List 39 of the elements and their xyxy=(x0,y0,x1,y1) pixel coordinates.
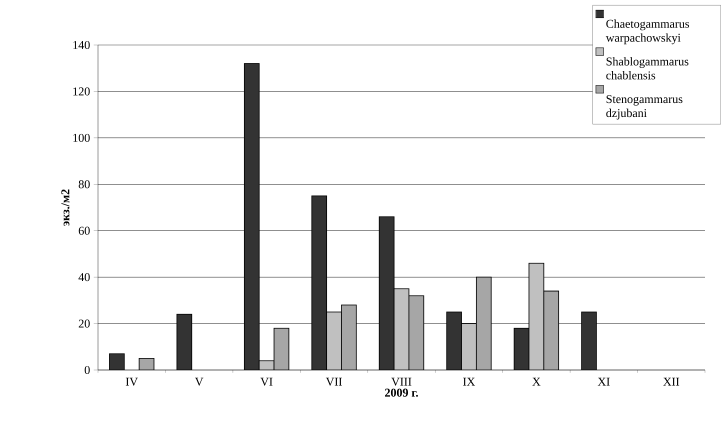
bar xyxy=(274,328,290,370)
bar xyxy=(109,353,125,370)
y-tick-label: 120 xyxy=(73,87,90,96)
y-tick-label: 60 xyxy=(78,226,90,235)
legend-label: Shablogammarus chablensis xyxy=(606,57,688,80)
bar xyxy=(476,276,492,370)
y-tick-label: 140 xyxy=(73,40,90,50)
legend-label: Stenogammarus dzjubani xyxy=(606,95,682,120)
legend-label: Chaetogammarus warpachowskyi xyxy=(606,19,690,44)
y-tick-label: 100 xyxy=(73,134,90,142)
x-tick-label: V xyxy=(194,378,204,386)
bar xyxy=(176,314,192,370)
x-tick-label: IV xyxy=(126,378,138,386)
bar xyxy=(341,304,357,370)
x-tick-label: IX xyxy=(463,378,476,386)
x-tick-label: XII xyxy=(663,378,680,386)
y-axis-title: экз./м2 xyxy=(61,189,70,226)
y-tick-label: 80 xyxy=(78,180,90,188)
bar xyxy=(581,312,597,370)
bar xyxy=(543,290,560,370)
bar xyxy=(326,312,342,370)
x-tick-label: VI xyxy=(260,378,272,386)
x-tick-label: XI xyxy=(598,378,610,386)
y-tick-label: 20 xyxy=(78,320,90,328)
bar xyxy=(446,312,462,370)
x-tick-label: X xyxy=(532,378,540,386)
y-tick-label: 0 xyxy=(84,366,90,374)
x-tick-label: VIII xyxy=(391,378,412,386)
bar xyxy=(378,216,394,370)
bar xyxy=(528,262,544,370)
bar xyxy=(408,295,424,370)
x-tick-label: VII xyxy=(326,378,342,386)
bar xyxy=(514,328,530,370)
bar xyxy=(461,323,477,370)
x-axis-title: 2009 г. xyxy=(385,388,418,397)
bar xyxy=(244,63,260,370)
y-tick-label: 40 xyxy=(78,273,90,282)
bar xyxy=(311,195,328,370)
bar xyxy=(394,288,410,370)
